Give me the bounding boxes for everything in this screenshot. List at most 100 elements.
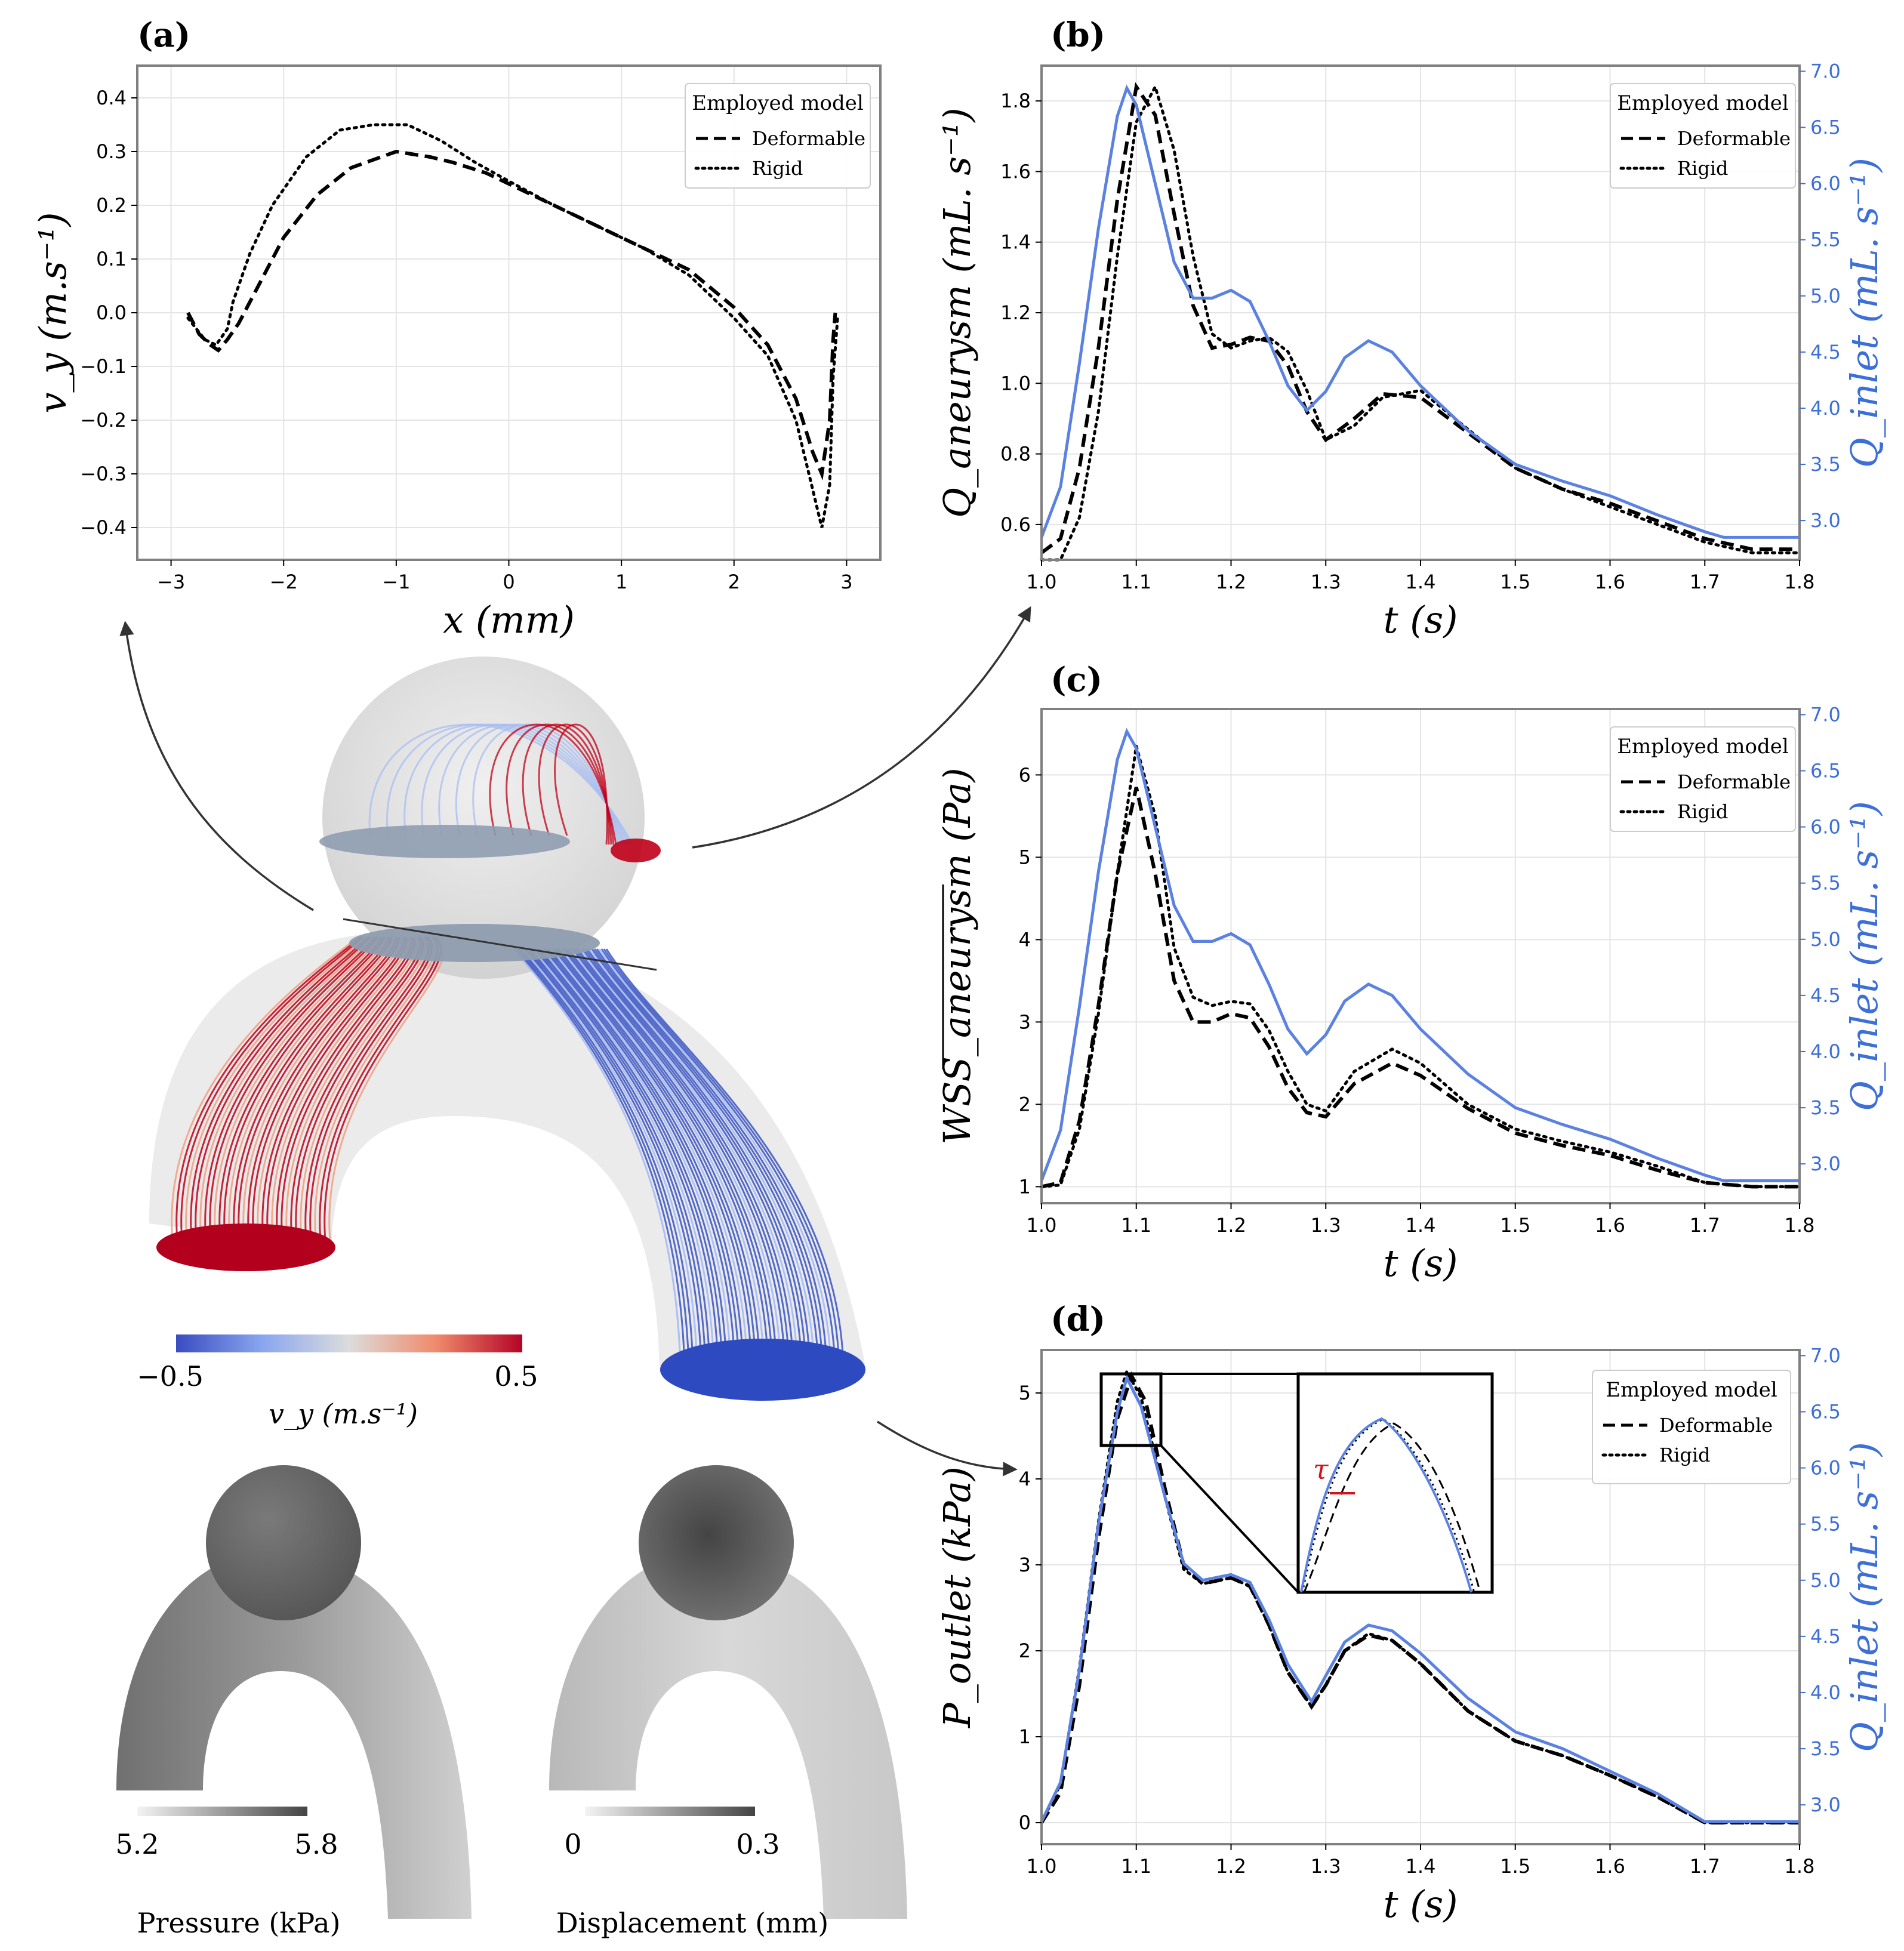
legend-rigid-label: Rigid [752, 157, 803, 180]
x-tick-label: 1.2 [1216, 571, 1246, 593]
y-tick-label: −0.4 [80, 516, 127, 539]
streamline-blue [517, 948, 690, 1367]
streamline-blue [538, 948, 728, 1367]
x-tick-label: 1.1 [1121, 1214, 1151, 1237]
y-tick-label: 0.4 [96, 87, 127, 109]
y2-tick-label: 4.0 [1810, 397, 1841, 420]
streamline-dome [386, 723, 631, 845]
arrow-to-b [692, 606, 1031, 849]
pressure-max: 5.8 [294, 1828, 338, 1860]
y-tick-label: 0.0 [96, 301, 127, 324]
x-tick-label: 1.3 [1311, 1214, 1341, 1237]
streamline-blue [562, 948, 769, 1367]
y-tick-label: 0.8 [1000, 443, 1031, 466]
y2-tick-label: 6.5 [1810, 1401, 1841, 1423]
pressure-render: 5.2 5.8 Pressure (kPa) [115, 1465, 472, 1939]
y-tick-label: 1.4 [1000, 231, 1031, 254]
legend-title: Employed model [1606, 1378, 1777, 1402]
y-tick-label: 3 [1019, 1010, 1031, 1033]
streamline-blue [546, 948, 740, 1367]
y-tick-label: 1.6 [1000, 160, 1031, 183]
streamline-dome [554, 723, 608, 845]
displacement-max: 0.3 [736, 1828, 780, 1860]
y-tick-label: 1.2 [1000, 301, 1031, 324]
x-tick-label: 1.8 [1785, 571, 1815, 593]
y2-tick-label: 5.5 [1810, 229, 1841, 251]
pressure-min: 5.2 [115, 1828, 159, 1860]
y2-tick-label: 5.5 [1810, 872, 1841, 895]
y2-tick-label: 4.0 [1810, 1681, 1841, 1704]
x-tick-label: 2 [728, 571, 740, 593]
vy-colorbar-max: 0.5 [494, 1360, 538, 1392]
streamline-red [218, 936, 383, 1248]
y2-tick-label: 4.5 [1810, 984, 1841, 1007]
x-tick-label: 1.7 [1690, 571, 1720, 593]
streamline-blue [579, 948, 799, 1367]
y2-tick-label: 5.0 [1810, 928, 1841, 951]
y-axis-label: Q_aneurysm (mL. s⁻¹) [935, 107, 979, 517]
vy-colorbar-label: v_y (m.s⁻¹) [269, 1398, 418, 1430]
streamline-blue [572, 948, 786, 1367]
y2-tick-label: 5.0 [1810, 1569, 1841, 1592]
aneurysm-dome [322, 657, 645, 979]
zoom-region-box [1099, 1372, 1163, 1447]
measurement-line [343, 918, 657, 971]
arrow-to-d [877, 1420, 1018, 1477]
x-tick-label: 1.4 [1406, 571, 1436, 593]
streamline-red [180, 936, 364, 1248]
y-tick-label: 4 [1019, 928, 1031, 951]
series-inlet-line [1040, 728, 1800, 1182]
series-deformable-line [1040, 82, 1800, 554]
y-tick-label: 1.8 [1000, 90, 1031, 112]
streamline-blue [581, 948, 803, 1367]
streamline-blue [531, 948, 715, 1367]
y-tick-label: 1 [1019, 1175, 1031, 1198]
x-tick-label: −3 [157, 571, 185, 593]
streamline-blue [560, 948, 765, 1367]
streamline-dome [489, 723, 617, 845]
y-tick-label: 2 [1019, 1093, 1031, 1115]
x-axis-label: t (s) [1384, 1882, 1458, 1926]
aneurysm-streamlines-render [149, 657, 865, 1401]
streamline-blue [526, 948, 707, 1367]
x-tick-label: 3 [840, 571, 852, 593]
chart-b: 1.0 1.1 1.2 1.3 1.4 1.5 1.6 1.7 1.8 0.6 0.8 1.0 1.2 1… [935, 60, 1886, 642]
x-tick-label: 1.6 [1595, 1214, 1625, 1237]
x-tick-label: 1.6 [1595, 1855, 1625, 1878]
series-rigid-line [1040, 745, 1801, 1188]
streamline-blue [541, 948, 732, 1367]
y2-tick-label: 6.0 [1810, 816, 1841, 839]
streamline-blue [565, 948, 774, 1367]
legend-rigid-label: Rigid [1677, 800, 1729, 823]
y2-tick-label: 3.0 [1810, 1793, 1841, 1816]
y-tick-label: 0 [1019, 1811, 1031, 1834]
streamline-blue [603, 948, 840, 1367]
streamline-dome [403, 723, 629, 845]
series-deformable-line [1041, 787, 1800, 1189]
x-tick-label: 1.8 [1785, 1855, 1815, 1878]
streamline-blue [557, 948, 761, 1367]
pressure-dome [206, 1465, 361, 1620]
displacement-vessel [549, 1552, 907, 1919]
x-tick-label: 1.5 [1500, 1855, 1530, 1878]
y2-axis-label: Q_inlet (mL. s⁻¹) [1843, 801, 1886, 1111]
displacement-render: 0 0.3 Displacement (mm) [549, 1465, 907, 1939]
legend-deformable-label: Deformable [1677, 127, 1791, 150]
pressure-vessel [116, 1552, 472, 1919]
legend-title: Employed model [692, 91, 864, 115]
x-tick-label: −1 [382, 571, 410, 593]
y-tick-label: −0.1 [80, 355, 127, 378]
y-tick-label: −0.2 [80, 409, 127, 431]
streamline-blue [512, 948, 682, 1367]
x-tick-label: 1.7 [1690, 1214, 1720, 1237]
y2-tick-label: 7.0 [1810, 60, 1841, 82]
vy-colorbar: −0.5 0.5 v_y (m.s⁻¹) [137, 1334, 538, 1430]
chart-c: 1.0 1.1 1.2 1.3 1.4 1.5 1.6 1.7 1.8 1 2 3 4 5 6 3.0 3.5 4… [935, 703, 1886, 1285]
streamline-blue [529, 948, 711, 1367]
y-tick-label: 1 [1019, 1725, 1031, 1748]
y-tick-label: 5 [1019, 846, 1031, 868]
panel-label-b: (b) [1050, 16, 1105, 55]
streamline-red [190, 936, 369, 1248]
streamline-blue [522, 948, 698, 1367]
